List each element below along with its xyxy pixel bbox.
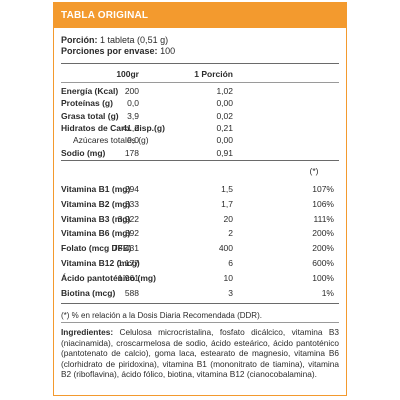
- column-header-100gr: 100gr: [116, 69, 139, 79]
- nutrient-portion: 0,21: [216, 122, 233, 133]
- portion-label: Porción:: [61, 35, 98, 45]
- nutrient-per100: 0,0: [127, 98, 139, 109]
- servings-value: 100: [160, 46, 176, 56]
- table-title: TABLA ORIGINAL: [54, 3, 346, 28]
- divider: [61, 82, 339, 83]
- vitamin-name: Folato (mcg DFE): [61, 243, 132, 254]
- vitamin-pct: 200%: [312, 243, 334, 254]
- vitamin-portion: 6: [228, 258, 233, 268]
- vitamin-per100: 392: [124, 228, 139, 239]
- nutrient-portion: 0,00: [216, 98, 233, 109]
- portion-info: Porción: 1 tableta (0,51 g) Porciones po…: [61, 35, 339, 57]
- nutrient-per100: 178: [124, 147, 139, 158]
- vitamin-portion: 20: [223, 213, 233, 224]
- nutrient-name: Hidratos de Carb. disp.(g): [61, 122, 165, 133]
- nutrient-name: Azúcares totales (g): [73, 135, 149, 146]
- portion-line: Porción: 1 tableta (0,51 g): [61, 35, 339, 46]
- vitamin-per100: 78.431: [113, 243, 139, 254]
- vitamin-per100: 588: [124, 287, 139, 298]
- ingredients-block: Ingredientes: Celulosa microcristalina, …: [61, 327, 339, 380]
- vitamin-per100: 1.177: [117, 258, 139, 268]
- nutrient-per100: 3,9: [127, 110, 139, 121]
- vitamin-pct: 200%: [312, 228, 334, 239]
- nutrient-name: Sodio (mg): [61, 147, 106, 158]
- vitamin-pct: 1%: [321, 287, 334, 298]
- servings-label: Porciones por envase:: [61, 46, 158, 56]
- vitamin-portion: 400: [218, 243, 233, 254]
- nutrient-per100: 41,2: [122, 122, 139, 133]
- vitamin-name: Ácido pantoténico (mg): [61, 272, 156, 283]
- vitamin-name: Biotina (mcg): [61, 287, 116, 298]
- column-header-portion: 1 Porción: [194, 69, 233, 79]
- vitamin-pct: 111%: [313, 213, 334, 224]
- vitamin-portion: 1,5: [221, 184, 233, 194]
- vitamin-per100: 294: [124, 184, 139, 194]
- divider: [61, 160, 339, 161]
- vitamin-per100: 3.922: [117, 213, 139, 224]
- nutrient-name: Proteínas (g): [61, 98, 113, 109]
- nutrient-name: Grasa total (g): [61, 110, 119, 121]
- vitamin-portion: 1,7: [221, 198, 233, 209]
- nutrient-name: Energía (Kcal): [61, 86, 119, 96]
- vitamin-name: Vitamina B3 (mg): [61, 213, 131, 224]
- pct-marker: (*): [309, 166, 319, 176]
- nutrient-portion: 0,02: [216, 110, 233, 121]
- vitamin-name: Vitamina B2 (mg): [61, 198, 131, 209]
- footnote: (*) % en relación a la Dosis Diaria Reco…: [61, 311, 262, 320]
- divider: [61, 63, 339, 64]
- vitamin-name: Vitamina B6 (mg): [61, 228, 131, 239]
- vitamin-pct: 600%: [312, 258, 334, 268]
- divider: [61, 322, 339, 323]
- ingredients-text: Celulosa microcristalina, fosfato dicálc…: [61, 327, 339, 379]
- nutrient-portion: 0,91: [216, 147, 233, 158]
- column-headers: 100gr 1 Porción: [61, 69, 339, 80]
- vitamin-pct: 107%: [312, 184, 334, 194]
- nutrient-per100: 0,0: [127, 135, 139, 146]
- vitamin-pct: 106%: [312, 198, 334, 209]
- portion-value: 1 tableta (0,51 g): [100, 35, 169, 45]
- ingredients-label: Ingredientes:: [61, 327, 114, 337]
- vitamin-per100: 333: [124, 198, 139, 209]
- vitamin-pct: 100%: [312, 272, 334, 283]
- vitamin-name: Vitamina B1 (mg): [61, 184, 131, 194]
- nutrient-per100: 200: [124, 86, 139, 96]
- nutrition-table-card: TABLA ORIGINAL Porción: 1 tableta (0,51 …: [53, 2, 347, 396]
- vitamin-name: Vitamina B12 (mcg): [61, 258, 140, 268]
- vitamin-portion: 3: [228, 287, 233, 298]
- vitamin-portion: 10: [223, 272, 233, 283]
- servings-line: Porciones por envase: 100: [61, 46, 339, 57]
- divider: [61, 303, 339, 304]
- vitamin-per100: 1.961: [117, 272, 139, 283]
- nutrient-portion: 1,02: [216, 86, 233, 96]
- vitamin-portion: 2: [228, 228, 233, 239]
- nutrient-portion: 0,00: [216, 135, 233, 146]
